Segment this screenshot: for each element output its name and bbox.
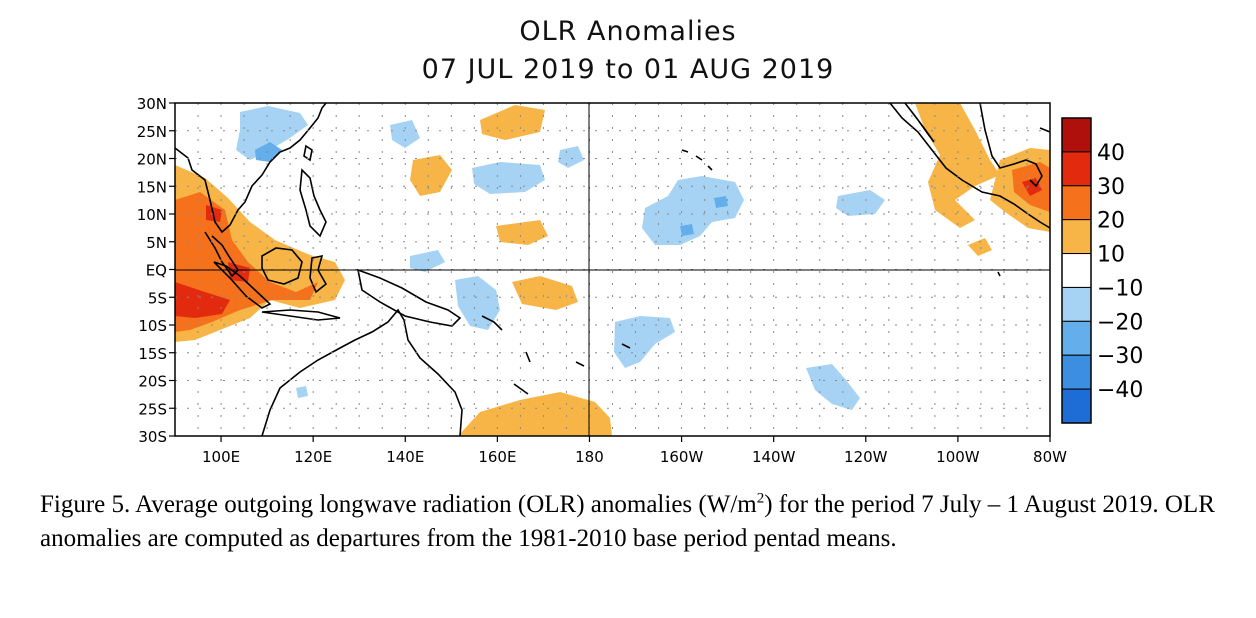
lat-tick-label: EQ — [146, 262, 167, 280]
north-america-coastline — [889, 103, 1050, 229]
positive-anomaly-region — [1022, 178, 1042, 196]
colorbar-swatch — [1061, 117, 1092, 153]
lon-tick-label: 120W — [844, 448, 888, 466]
colorbar-frame — [1061, 117, 1092, 424]
lon-tick-label: 80W — [1033, 448, 1067, 466]
positive-anomaly-region — [480, 105, 545, 140]
lon-tick-label: 100E — [202, 448, 240, 466]
lat-tick-label: 5S — [148, 289, 167, 307]
philippines-coastline — [299, 168, 327, 238]
negative-anomaly-region — [836, 190, 885, 216]
baja-california-coastline — [904, 103, 935, 143]
colorbar-swatch — [1061, 388, 1092, 424]
colorbar-label: −10 — [1097, 276, 1143, 301]
vanuatu-coastline — [525, 351, 531, 363]
galapagos-coastline — [997, 271, 1001, 277]
cuba-coastline — [1039, 127, 1050, 133]
negative-anomaly-region — [614, 316, 675, 368]
java-coastline — [261, 309, 341, 321]
australia-coastline — [261, 308, 463, 436]
lat-tick-label: 30N — [137, 95, 167, 113]
lon-tick-label: 100W — [936, 448, 980, 466]
new-guinea-coastline — [356, 268, 462, 327]
sulawesi-coastline — [309, 254, 328, 294]
colorbar-label: 40 — [1097, 141, 1125, 166]
colorbar-swatch — [1061, 219, 1092, 255]
negative-anomaly-region — [472, 162, 545, 194]
lon-tick-label: 180 — [575, 448, 604, 466]
map-title: OLR Anomalies — [519, 16, 737, 47]
positive-anomaly-region — [915, 103, 1000, 228]
lon-tick-label: 140W — [752, 448, 796, 466]
asia-coastline — [175, 103, 327, 234]
colorbar-swatch — [1061, 151, 1092, 187]
map-subtitle: 07 JUL 2019 to 01 AUG 2019 — [421, 54, 835, 85]
negative-anomaly-region — [455, 276, 500, 330]
lat-tick-label: 15N — [137, 178, 167, 196]
lon-tick-label: 120E — [294, 448, 332, 466]
fiji-coastline — [575, 361, 585, 367]
colorbar-swatch — [1061, 185, 1092, 221]
positive-anomaly-region — [496, 220, 548, 245]
lon-tick-label: 160E — [478, 448, 516, 466]
lat-tick-label: 5N — [146, 234, 167, 252]
positive-anomaly-region — [175, 282, 230, 318]
negative-anomaly-region — [296, 386, 308, 398]
positive-anomaly-region — [206, 205, 222, 222]
negative-anomaly-region — [255, 142, 282, 162]
hawaii-coastline — [681, 149, 713, 171]
positive-anomaly-region — [228, 262, 250, 282]
figure-caption: Figure 5. Average outgoing longwave radi… — [40, 490, 1215, 552]
lat-tick-label: 15S — [138, 345, 167, 363]
anomaly-field — [175, 103, 1050, 436]
positive-anomaly-region — [512, 276, 578, 310]
borneo-coastline — [261, 247, 303, 285]
colorbar-label: −30 — [1097, 344, 1143, 369]
coastlines — [175, 103, 1050, 436]
lon-tick-label: 160W — [660, 448, 704, 466]
lat-tick-label: 10N — [137, 206, 167, 224]
colorbar-swatch — [1061, 354, 1092, 390]
lat-tick-label: 25N — [137, 123, 167, 141]
negative-anomaly-region — [714, 196, 728, 208]
longitude-axis: 100E 120E 140E 160E 180 160W 140W 120W 100W 80W — [202, 436, 1067, 466]
positive-anomaly-region — [458, 392, 612, 436]
solomon-islands-coastline — [481, 315, 503, 331]
colorbar-label: −40 — [1097, 378, 1143, 403]
negative-anomaly-region — [390, 120, 420, 148]
negative-anomaly-region — [558, 146, 584, 168]
lat-tick-label: 25S — [138, 400, 167, 418]
negative-anomaly-region — [410, 250, 445, 272]
negative-anomaly-region — [806, 364, 860, 410]
gulf-of-mexico-coastline — [979, 103, 1043, 188]
taiwan-coastline — [303, 144, 313, 162]
lon-tick-label: 140E — [386, 448, 424, 466]
lat-tick-label: 10S — [138, 317, 167, 335]
colorbar-swatch — [1061, 253, 1092, 288]
colorbar-label: 10 — [1097, 243, 1125, 268]
samoa-coastline — [621, 343, 631, 349]
new-caledonia-coastline — [513, 383, 529, 395]
latitude-axis: 30N 25N 20N 15N 10N 5N EQ 5S 10S 15S 20S 25S 30S — [137, 95, 175, 446]
lat-tick-label: 20N — [137, 151, 167, 169]
colorbar-label: 30 — [1097, 175, 1125, 200]
colorbar-swatch — [1061, 286, 1092, 322]
positive-anomaly-region — [410, 155, 452, 196]
colorbar: 40 30 20 10 −10 −20 −30 −40 — [1061, 117, 1143, 424]
negative-anomaly-region — [236, 106, 308, 160]
lat-tick-label: 20S — [138, 373, 167, 391]
negative-anomaly-region — [680, 224, 694, 236]
sumatra-coastline — [213, 261, 272, 309]
negative-anomaly-region — [642, 176, 744, 245]
colorbar-label: 20 — [1097, 209, 1125, 234]
colorbar-swatch — [1061, 320, 1092, 356]
colorbar-label: −20 — [1097, 310, 1143, 335]
positive-anomaly-region — [968, 238, 992, 256]
dotted-grid — [175, 103, 1050, 436]
lat-tick-label: 30S — [138, 428, 167, 446]
